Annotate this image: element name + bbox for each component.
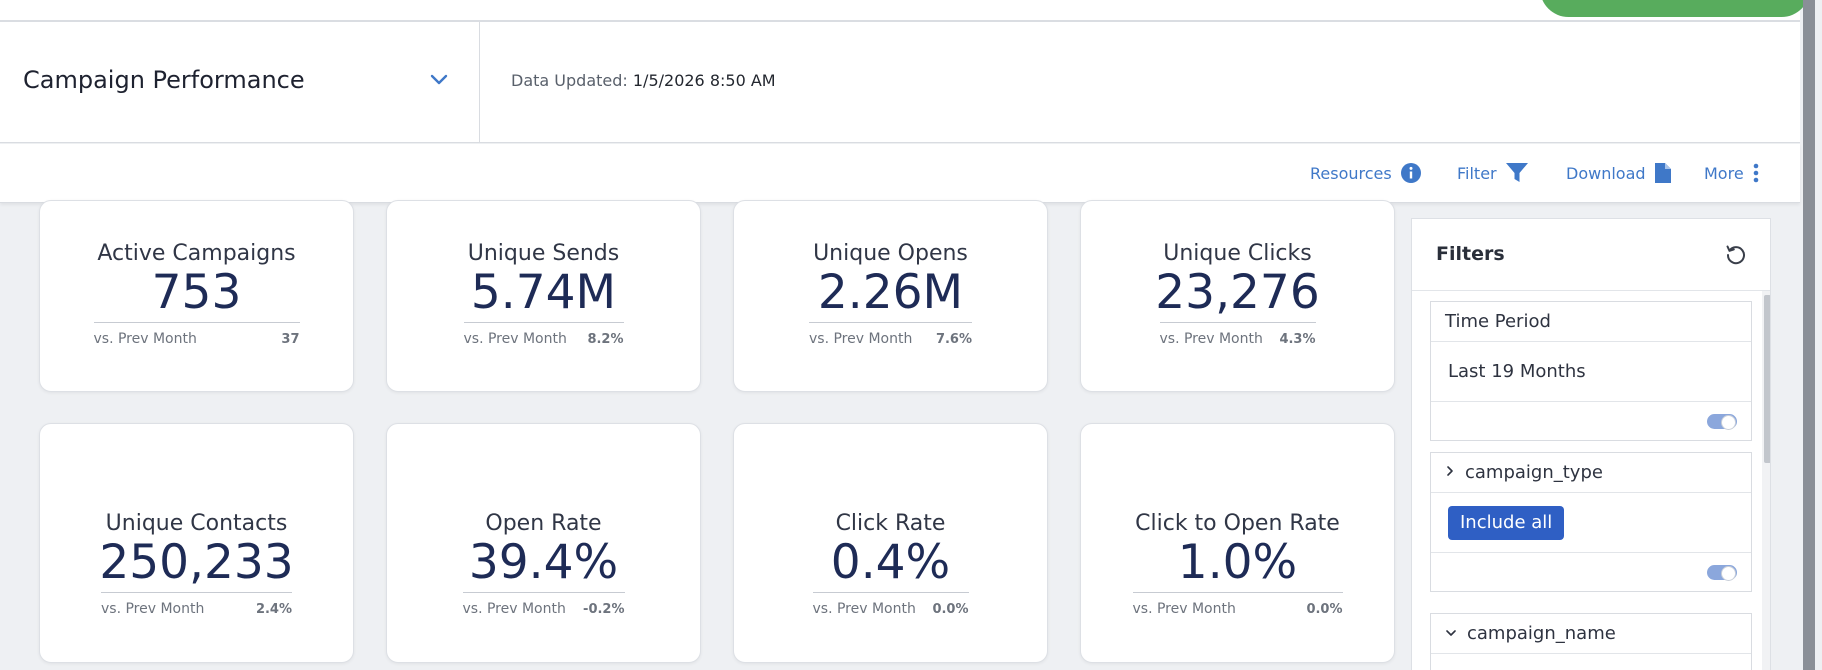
filter-campaign-type-label: campaign_type <box>1465 462 1603 483</box>
metric-value: 39.4% <box>468 535 619 590</box>
metric-value: 2.26M <box>817 265 964 320</box>
metric-value: 5.74M <box>470 265 617 320</box>
compare-label: vs. Prev Month <box>1159 331 1263 347</box>
metric-card-unique-contacts: Unique Contacts 250,233 vs. Prev Month 2… <box>39 423 354 663</box>
filters-header: Filters <box>1412 219 1770 291</box>
metric-label: Click to Open Rate <box>1135 511 1340 536</box>
metric-compare: vs. Prev Month 7.6% <box>809 322 972 347</box>
metric-card-active-campaigns: Active Campaigns 753 vs. Prev Month 37 <box>39 200 354 392</box>
metric-card-unique-clicks: Unique Clicks 23,276 vs. Prev Month 4.3% <box>1080 200 1395 392</box>
metric-value: 0.4% <box>830 535 951 590</box>
resources-button[interactable]: Resources <box>1310 160 1422 186</box>
dashboard-selector[interactable]: Campaign Performance <box>0 22 480 143</box>
filters-scrollbar[interactable] <box>1762 291 1770 670</box>
metric-compare: vs. Prev Month 37 <box>93 322 300 347</box>
filter-campaign-type-header[interactable]: campaign_type <box>1431 453 1751 493</box>
filters-panel: Filters Time Period Last 19 Months campa… <box>1411 218 1771 670</box>
filter-label: Filter <box>1457 163 1497 183</box>
metric-value: 23,276 <box>1155 265 1320 320</box>
filter-time-period-label: Time Period <box>1445 311 1551 332</box>
compare-value: 37 <box>281 331 300 347</box>
more-label: More <box>1704 163 1744 183</box>
compare-value: 0.0% <box>1306 601 1343 617</box>
filter-time-period-value: Last 19 Months <box>1448 361 1586 382</box>
top-action-pill[interactable] <box>1540 0 1810 17</box>
metric-compare: vs. Prev Month 8.2% <box>463 322 624 347</box>
filter-campaign-type-footer <box>1431 553 1751 591</box>
reset-icon[interactable] <box>1724 242 1748 271</box>
data-updated: Data Updated: 1/5/2026 8:50 AM <box>511 71 776 90</box>
metric-compare: vs. Prev Month 0.0% <box>812 592 969 617</box>
funnel-icon <box>1505 162 1529 184</box>
filter-time-period: Time Period Last 19 Months <box>1430 301 1752 441</box>
filter-campaign-name-header[interactable]: campaign_name <box>1431 614 1751 654</box>
more-button[interactable]: More <box>1704 160 1760 186</box>
filter-time-period-footer <box>1431 402 1751 440</box>
metric-compare: vs. Prev Month -0.2% <box>462 592 625 617</box>
metric-card-unique-opens: Unique Opens 2.26M vs. Prev Month 7.6% <box>733 200 1048 392</box>
metric-value: 753 <box>151 265 242 320</box>
metric-label: Open Rate <box>485 511 602 536</box>
metric-label: Click Rate <box>835 511 946 536</box>
compare-label: vs. Prev Month <box>812 601 916 617</box>
resources-label: Resources <box>1310 163 1392 183</box>
compare-label: vs. Prev Month <box>101 601 205 617</box>
compare-label: vs. Prev Month <box>1132 601 1236 617</box>
metric-card-unique-sends: Unique Sends 5.74M vs. Prev Month 8.2% <box>386 200 701 392</box>
dashboard-title: Campaign Performance <box>23 66 305 94</box>
compare-label: vs. Prev Month <box>93 331 197 347</box>
metric-label: Unique Contacts <box>105 511 288 536</box>
filter-time-period-select[interactable]: Last 19 Months <box>1431 342 1751 402</box>
filter-time-period-toggle[interactable] <box>1707 414 1737 430</box>
compare-value: 8.2% <box>587 331 624 347</box>
filters-title: Filters <box>1436 243 1505 265</box>
page-scrollbar-thumb[interactable] <box>1803 0 1815 670</box>
chevron-down-icon[interactable] <box>1445 623 1457 644</box>
compare-value: 2.4% <box>255 601 292 617</box>
download-label: Download <box>1566 163 1646 183</box>
data-updated-label: Data Updated: <box>511 71 628 90</box>
metric-label: Unique Sends <box>467 241 620 266</box>
info-circle-icon <box>1400 162 1422 184</box>
metric-value: 250,233 <box>99 535 294 590</box>
metric-card-click-to-open-rate: Click to Open Rate 1.0% vs. Prev Month 0… <box>1080 423 1395 663</box>
filter-campaign-type: campaign_type Include all <box>1430 452 1752 592</box>
filter-button[interactable]: Filter <box>1457 160 1529 186</box>
toolbar: Resources Filter Download More <box>0 144 1800 203</box>
page-header: Campaign Performance Data Updated: 1/5/2… <box>0 22 1800 143</box>
filter-time-period-header[interactable]: Time Period <box>1431 302 1751 342</box>
filter-campaign-name: campaign_name <box>1430 613 1752 670</box>
metric-card-open-rate: Open Rate 39.4% vs. Prev Month -0.2% <box>386 423 701 663</box>
compare-label: vs. Prev Month <box>463 331 567 347</box>
filter-campaign-type-body: Include all <box>1431 493 1751 553</box>
chevron-down-icon[interactable] <box>428 68 450 90</box>
metric-compare: vs. Prev Month 2.4% <box>101 592 292 617</box>
compare-value: 7.6% <box>935 331 972 347</box>
compare-value: 0.0% <box>932 601 969 617</box>
compare-label: vs. Prev Month <box>462 601 566 617</box>
metric-compare: vs. Prev Month 4.3% <box>1159 322 1316 347</box>
compare-label: vs. Prev Month <box>809 331 913 347</box>
data-updated-value: 1/5/2026 8:50 AM <box>632 71 776 90</box>
filter-campaign-name-label: campaign_name <box>1467 623 1616 644</box>
filter-campaign-type-toggle[interactable] <box>1707 565 1737 581</box>
compare-value: -0.2% <box>583 601 625 617</box>
chevron-right-icon[interactable] <box>1445 462 1455 483</box>
metric-compare: vs. Prev Month 0.0% <box>1132 592 1343 617</box>
include-all-button[interactable]: Include all <box>1448 505 1565 540</box>
vertical-dots-icon <box>1752 162 1760 184</box>
compare-value: 4.3% <box>1279 331 1316 347</box>
metric-label: Active Campaigns <box>97 241 296 266</box>
top-strip <box>0 0 1800 22</box>
document-icon <box>1654 162 1672 184</box>
download-button[interactable]: Download <box>1566 160 1672 186</box>
metric-card-click-rate: Click Rate 0.4% vs. Prev Month 0.0% <box>733 423 1048 663</box>
filters-scrollbar-thumb[interactable] <box>1764 295 1770 463</box>
metric-value: 1.0% <box>1177 535 1298 590</box>
metric-label: Unique Clicks <box>1163 241 1312 266</box>
metric-label: Unique Opens <box>813 241 968 266</box>
